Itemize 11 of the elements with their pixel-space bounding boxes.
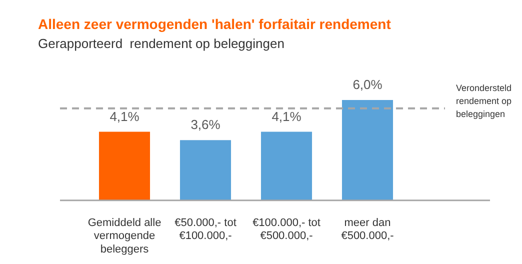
x-tick-label: €100.000,- tot €500.000,-: [252, 217, 320, 242]
ref-line-label: Verondersteld rendement op beleggingen: [456, 82, 512, 119]
data-label: 6,0%: [352, 77, 383, 92]
chart-subtitle: Gerapporteerd rendement op beleggingen: [38, 36, 284, 51]
data-label: 4,1%: [110, 108, 140, 124]
x-tick-label: meer dan €500.000,-: [341, 217, 394, 242]
x-tick-label: Gemiddeld alle vermogende beleggers: [88, 217, 162, 256]
chart-title: Alleen zeer vermogenden 'halen' forfaitair rendement: [38, 16, 391, 32]
data-label: 3,6%: [190, 117, 221, 132]
data-label: 4,1%: [272, 108, 302, 124]
x-tick-label: €50.000,- tot €100.000,-: [174, 217, 236, 242]
